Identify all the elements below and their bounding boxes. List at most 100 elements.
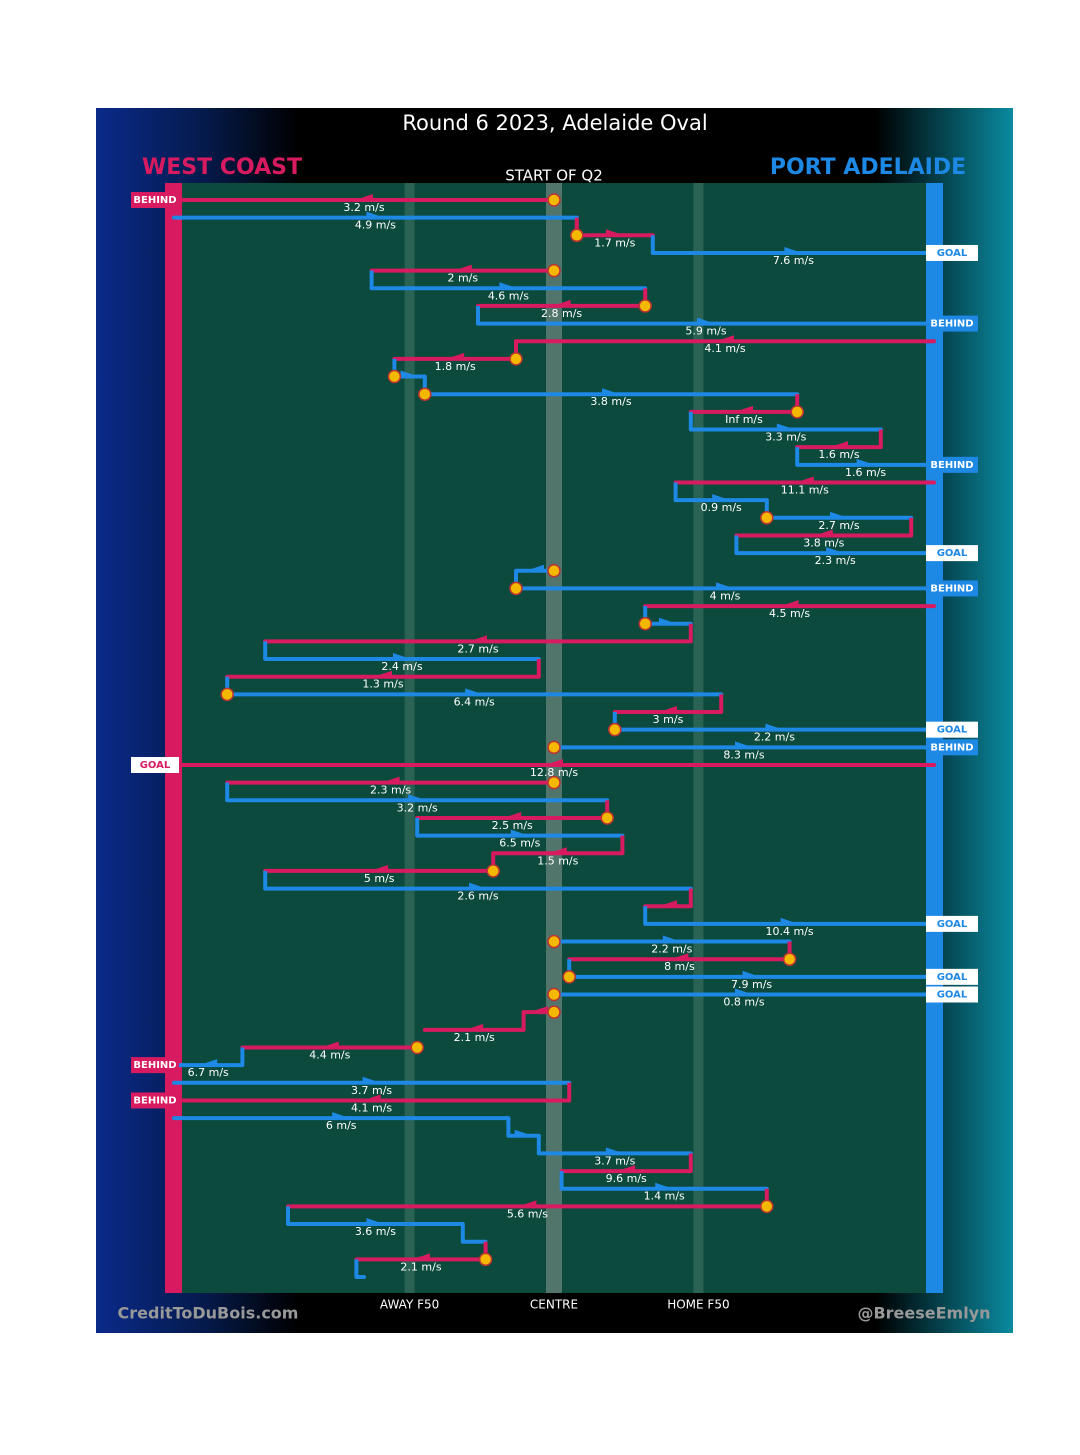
- stoppage-dot: [638, 616, 652, 631]
- result-label: GOAL: [937, 990, 968, 1001]
- speed-label: 4.1 m/s: [351, 1101, 392, 1114]
- direction-arrow: [499, 282, 518, 289]
- speed-label: 1.8 m/s: [435, 360, 476, 373]
- direction-arrow: [602, 388, 620, 395]
- speed-label: 5 m/s: [364, 872, 395, 885]
- result-label: BEHIND: [133, 1095, 176, 1106]
- direction-arrow: [784, 246, 803, 253]
- speed-label: 2.3 m/s: [815, 554, 856, 567]
- field-line: [693, 183, 704, 1293]
- speed-label: 3 m/s: [653, 713, 684, 726]
- direction-arrow: [814, 529, 833, 536]
- speed-label: 6.5 m/s: [499, 837, 540, 850]
- result-tag: [131, 1057, 179, 1074]
- speed-label: 6 m/s: [326, 1119, 357, 1132]
- direction-arrow: [518, 1200, 537, 1207]
- stoppage-dot: [608, 722, 622, 737]
- speed-label: 4.9 m/s: [355, 219, 396, 232]
- credit-right: @BreeseEmlyn: [857, 1304, 990, 1323]
- speed-label: 2.2 m/s: [754, 731, 795, 744]
- result-tag: [926, 315, 978, 332]
- speed-label: 11.1 m/s: [781, 483, 829, 496]
- direction-arrow: [381, 776, 400, 783]
- direction-arrow: [655, 1182, 674, 1189]
- speed-label: 2.7 m/s: [457, 642, 498, 655]
- result-label: BEHIND: [930, 742, 973, 753]
- result-tag: [926, 915, 978, 932]
- direction-arrow: [408, 794, 427, 801]
- speed-label: 8.3 m/s: [723, 748, 764, 761]
- speed-label: 2.6 m/s: [457, 890, 498, 903]
- stoppage-dot: [547, 740, 561, 755]
- speed-label: 2.3 m/s: [370, 784, 411, 797]
- direction-arrow: [370, 864, 389, 871]
- speed-label: 2.2 m/s: [651, 943, 692, 956]
- direction-arrow: [552, 299, 571, 306]
- result-label: BEHIND: [930, 460, 973, 471]
- direction-arrow: [795, 476, 814, 483]
- speed-label: 1.4 m/s: [644, 1190, 685, 1203]
- left-team: WEST COAST: [142, 155, 302, 180]
- stoppage-dot: [547, 564, 561, 578]
- right-goal-post: [926, 183, 943, 1293]
- direction-arrow: [830, 441, 848, 448]
- direction-arrow: [716, 335, 734, 342]
- direction-arrow: [780, 600, 799, 607]
- direction-arrow: [735, 405, 753, 412]
- stoppage-dot: [547, 1005, 561, 1019]
- left-goal-post: [165, 183, 182, 1293]
- direction-arrow: [400, 370, 419, 377]
- stoppage-dot: [760, 1199, 774, 1214]
- field-label: CENTRE: [530, 1298, 578, 1312]
- speed-label: 2.5 m/s: [492, 819, 533, 832]
- result-tag: [926, 721, 978, 738]
- direction-arrow: [605, 1147, 624, 1154]
- stoppage-dot: [562, 970, 576, 984]
- direction-arrow: [659, 706, 677, 713]
- speed-label: 4.6 m/s: [488, 289, 529, 302]
- result-label: GOAL: [140, 760, 171, 771]
- field-label: HOME F50: [667, 1298, 729, 1312]
- stoppage-dot: [547, 193, 561, 207]
- speed-label: 6.4 m/s: [454, 695, 495, 708]
- speed-label: 4 m/s: [710, 589, 741, 602]
- speed-label: 4.5 m/s: [769, 607, 810, 620]
- direction-arrow: [374, 670, 392, 677]
- result-tag: [131, 192, 179, 208]
- direction-arrow: [469, 882, 487, 889]
- direction-arrow: [776, 423, 795, 430]
- stoppage-dot: [509, 352, 523, 366]
- result-tag: [926, 456, 978, 473]
- speed-label: 2.1 m/s: [400, 1260, 441, 1273]
- direction-arrow: [465, 688, 484, 695]
- stoppage-dot: [570, 228, 584, 243]
- speed-label: 1.5 m/s: [537, 854, 578, 867]
- speed-label: 5.6 m/s: [507, 1207, 548, 1220]
- direction-arrow: [469, 635, 487, 642]
- direction-arrow: [712, 494, 731, 501]
- result-tag: [926, 986, 978, 1003]
- direction-arrow: [659, 617, 677, 624]
- speed-label: 5.9 m/s: [685, 325, 726, 338]
- speed-label: 3.7 m/s: [351, 1084, 392, 1097]
- result-label: BEHIND: [930, 583, 973, 594]
- speed-label: 2.8 m/s: [541, 307, 582, 320]
- stoppage-dot: [418, 387, 432, 401]
- speed-label: 2 m/s: [447, 272, 478, 285]
- right-team: PORT ADELAIDE: [770, 155, 966, 180]
- speed-label: 2.7 m/s: [818, 519, 859, 532]
- result-label: GOAL: [937, 248, 968, 259]
- speed-label: 2.4 m/s: [381, 660, 422, 673]
- result-label: GOAL: [937, 919, 968, 930]
- direction-arrow: [605, 229, 624, 236]
- speed-label: 7.9 m/s: [731, 978, 772, 991]
- result-tag: [131, 756, 179, 773]
- result-tag: [926, 968, 978, 985]
- direction-arrow: [412, 1253, 430, 1260]
- direction-arrow: [662, 935, 681, 942]
- field-label: AWAY F50: [380, 1298, 439, 1312]
- result-label: GOAL: [937, 725, 968, 736]
- stoppage-dot: [547, 775, 561, 790]
